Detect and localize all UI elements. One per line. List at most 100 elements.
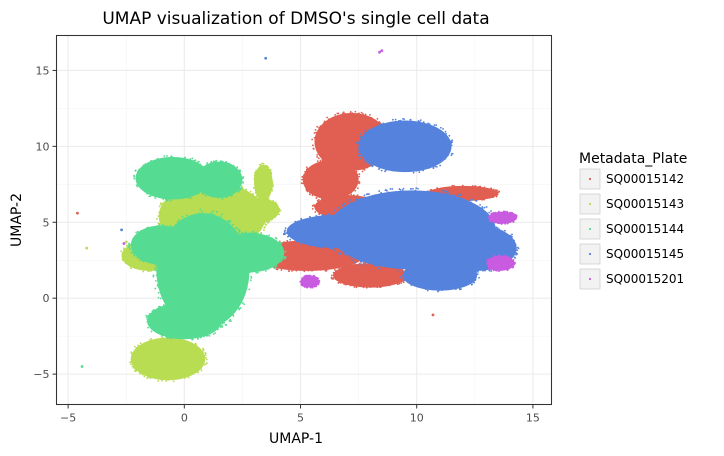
data-point xyxy=(146,192,148,195)
data-point xyxy=(319,159,322,162)
data-point xyxy=(356,194,359,197)
data-point xyxy=(307,274,309,277)
data-point xyxy=(381,240,384,242)
data-point xyxy=(144,163,147,165)
data-point xyxy=(378,168,380,170)
data-point xyxy=(190,197,193,200)
y-axis-title: UMAP-2 xyxy=(9,193,25,247)
data-point xyxy=(386,230,389,233)
data-point xyxy=(203,335,205,338)
data-point xyxy=(154,309,156,311)
data-point xyxy=(392,265,395,268)
data-point xyxy=(212,210,215,213)
data-point xyxy=(218,320,221,323)
data-point xyxy=(448,148,451,151)
data-point xyxy=(239,169,242,172)
data-point xyxy=(401,274,404,277)
data-point xyxy=(376,241,379,244)
data-point xyxy=(157,379,160,382)
data-point xyxy=(511,266,514,269)
data-point xyxy=(358,151,360,154)
data-point xyxy=(204,356,207,359)
data-point xyxy=(356,187,359,190)
data-point xyxy=(295,269,298,272)
data-point xyxy=(130,358,133,361)
data-point xyxy=(307,269,310,272)
data-point xyxy=(160,291,163,294)
data-point xyxy=(166,263,168,266)
data-point xyxy=(197,172,200,174)
data-point xyxy=(333,209,336,212)
data-point xyxy=(318,154,321,157)
data-point xyxy=(369,113,371,116)
data-point xyxy=(245,198,248,201)
data-point xyxy=(356,112,359,115)
data-point xyxy=(258,197,261,200)
data-point xyxy=(475,270,477,273)
data-point xyxy=(249,279,252,282)
data-point xyxy=(241,216,244,219)
data-point xyxy=(513,262,516,265)
cluster-core xyxy=(488,211,517,224)
data-point xyxy=(426,190,429,193)
data-point xyxy=(497,210,500,213)
data-point xyxy=(267,268,270,270)
data-point xyxy=(388,284,391,287)
series-SQ00015145 xyxy=(120,56,520,293)
data-point xyxy=(275,237,278,240)
data-point xyxy=(221,322,224,325)
data-point xyxy=(184,156,187,159)
data-point xyxy=(490,224,493,227)
data-point xyxy=(450,142,453,144)
data-point xyxy=(412,169,415,172)
data-point xyxy=(435,165,438,168)
data-point xyxy=(255,231,257,234)
data-point xyxy=(193,177,196,180)
data-point xyxy=(442,128,445,130)
data-point xyxy=(237,307,240,309)
data-point xyxy=(199,163,202,166)
data-point xyxy=(301,241,304,244)
data-point xyxy=(300,243,303,246)
cluster-core xyxy=(300,275,320,288)
data-point xyxy=(320,155,323,158)
data-point xyxy=(155,338,158,341)
data-point xyxy=(147,226,150,229)
x-tick-label: 15 xyxy=(526,412,540,425)
data-point xyxy=(364,129,367,132)
data-point xyxy=(217,196,220,199)
data-point xyxy=(212,333,215,335)
data-point xyxy=(373,195,376,198)
data-point xyxy=(489,220,492,223)
data-point xyxy=(330,118,333,120)
data-point xyxy=(317,162,320,164)
data-point xyxy=(408,264,411,267)
data-point xyxy=(232,164,235,167)
data-point xyxy=(277,208,280,211)
chart-title: UMAP visualization of DMSO's single cell… xyxy=(102,9,489,29)
data-point xyxy=(301,175,304,178)
data-point xyxy=(257,271,259,274)
data-point xyxy=(347,206,350,208)
data-point xyxy=(138,168,141,171)
data-point xyxy=(431,191,434,194)
data-point xyxy=(160,333,163,336)
data-point xyxy=(401,280,404,282)
data-point xyxy=(130,244,133,246)
data-point xyxy=(194,301,196,304)
data-point xyxy=(292,269,295,271)
data-point xyxy=(358,173,361,175)
data-point xyxy=(434,244,437,247)
data-point xyxy=(251,230,254,233)
data-point xyxy=(371,261,374,264)
data-point xyxy=(319,125,322,128)
data-point xyxy=(339,214,342,216)
data-point xyxy=(367,162,370,165)
cluster-core xyxy=(130,337,206,381)
data-point xyxy=(451,152,454,155)
data-point xyxy=(300,182,303,184)
data-point xyxy=(471,283,473,286)
data-point xyxy=(130,251,133,254)
data-point xyxy=(409,188,412,190)
data-point xyxy=(457,194,460,197)
